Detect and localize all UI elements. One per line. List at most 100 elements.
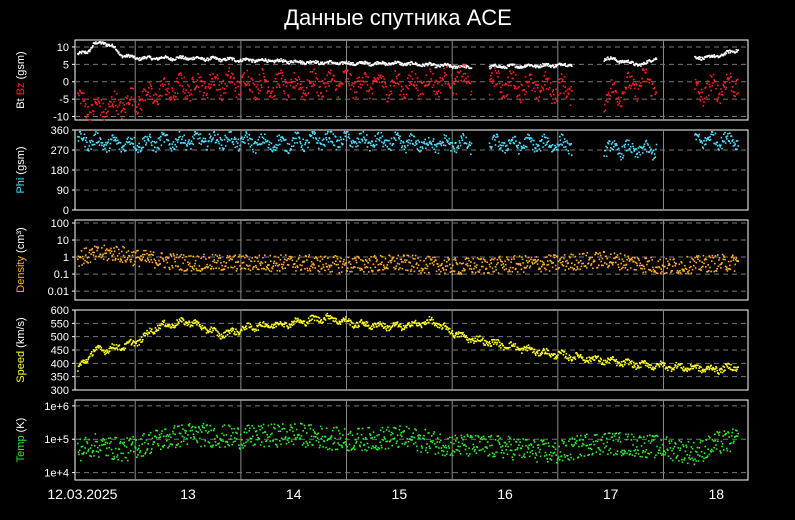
data-point [424, 321, 426, 323]
data-point [689, 261, 691, 263]
data-point [612, 261, 615, 264]
data-point [169, 97, 171, 99]
data-point [188, 143, 191, 145]
data-point [200, 76, 202, 78]
data-point [205, 258, 207, 260]
data-point [359, 269, 362, 272]
data-point [547, 88, 550, 91]
data-point [632, 145, 634, 148]
data-point [339, 85, 341, 87]
data-point [510, 72, 513, 75]
data-point [146, 333, 149, 336]
data-point [185, 149, 187, 151]
data-point [249, 269, 252, 272]
data-point [511, 139, 514, 141]
data-point [347, 77, 350, 80]
data-point [267, 86, 270, 88]
data-point [193, 58, 196, 60]
y-tick-label: 180 [51, 165, 69, 177]
data-point [184, 269, 187, 272]
data-point [520, 65, 523, 67]
data-point [728, 140, 730, 142]
data-point [631, 360, 633, 362]
data-point [494, 69, 497, 72]
data-point [360, 87, 362, 89]
data-point [146, 93, 149, 96]
data-point [404, 259, 406, 261]
data-point [526, 137, 529, 139]
data-point [244, 134, 247, 137]
data-point [615, 91, 618, 94]
data-point [321, 80, 324, 82]
data-point [215, 57, 218, 59]
data-point [134, 109, 136, 112]
data-point [707, 138, 709, 141]
data-point [372, 270, 374, 272]
data-point [710, 55, 712, 58]
y-axis-label: Speed (km/s) [15, 317, 27, 382]
data-point [195, 320, 198, 322]
series-phi [77, 131, 739, 161]
data-point [727, 260, 730, 263]
data-point [179, 55, 181, 57]
data-point [343, 258, 345, 261]
data-point [220, 82, 223, 85]
data-point [395, 62, 398, 65]
data-point [253, 59, 255, 62]
data-point [415, 140, 417, 142]
data-point [416, 77, 419, 79]
data-point [613, 83, 615, 85]
data-point [564, 62, 566, 65]
data-point [560, 262, 562, 264]
data-point [306, 259, 308, 261]
data-point [571, 154, 573, 157]
data-point [142, 256, 145, 258]
data-point [144, 135, 146, 138]
data-point [259, 90, 261, 92]
data-point [571, 360, 573, 362]
data-point [533, 81, 536, 83]
data-point [493, 85, 496, 88]
data-point [536, 260, 538, 262]
data-point [331, 317, 334, 319]
data-point [345, 78, 347, 81]
data-point [577, 354, 580, 356]
data-point [144, 99, 146, 101]
data-point [404, 63, 407, 66]
data-point [649, 149, 652, 152]
data-point [111, 43, 113, 46]
data-point [239, 144, 241, 147]
data-point [542, 89, 545, 91]
data-point [292, 137, 294, 139]
data-point [558, 78, 560, 81]
data-point [542, 146, 544, 148]
data-point [454, 77, 456, 80]
data-point [647, 268, 650, 271]
data-point [364, 325, 366, 327]
data-point [617, 153, 619, 155]
data-point [394, 322, 396, 324]
data-point [509, 70, 511, 72]
data-point [515, 144, 518, 147]
data-point [312, 266, 314, 269]
data-point [627, 71, 630, 74]
data-point [484, 260, 487, 263]
data-point [451, 330, 453, 332]
data-point [477, 270, 479, 273]
data-point [140, 99, 142, 101]
data-point [110, 250, 113, 252]
data-point [715, 270, 718, 272]
data-point [378, 81, 381, 84]
data-point [455, 142, 457, 144]
data-point [457, 272, 459, 275]
data-point [657, 260, 660, 263]
data-point [627, 255, 630, 258]
data-point [268, 90, 270, 92]
data-point [630, 85, 633, 87]
data-point [209, 264, 211, 266]
data-point [722, 258, 724, 261]
data-point [480, 265, 483, 268]
data-point [518, 141, 521, 144]
data-point [709, 56, 711, 59]
data-point [241, 75, 243, 78]
